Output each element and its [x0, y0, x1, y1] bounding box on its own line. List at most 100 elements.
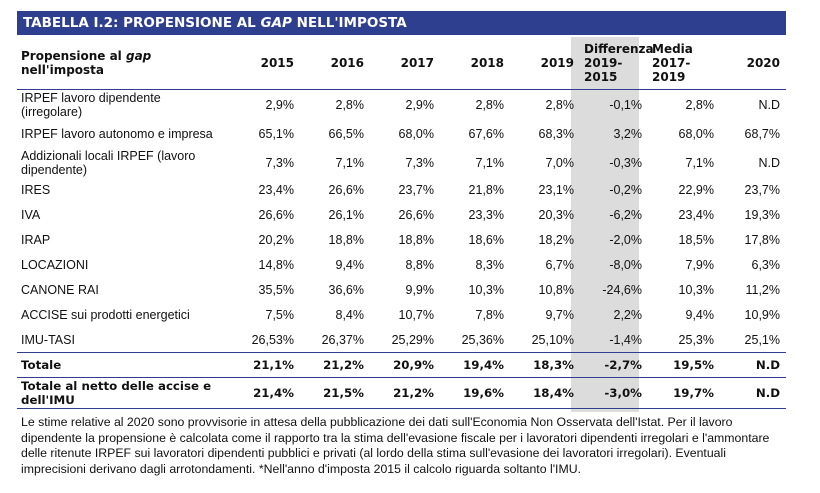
- header-media-line: 2017-: [652, 56, 691, 70]
- cell-value: 21,4%: [230, 377, 300, 409]
- cell-value: 26,1%: [328, 207, 364, 222]
- cell-value: 68,3%: [538, 126, 574, 141]
- header-row: Propensione al gap nell'imposta 2015 201…: [17, 37, 786, 90]
- cell-value: 26,37%: [321, 332, 364, 347]
- table-row: LOCAZIONI 14,8% 9,4% 8,8% 8,3% 6,7% -8,0…: [17, 252, 786, 277]
- cell-value: 2,8%: [335, 97, 365, 112]
- cell-value: 14,8%: [258, 257, 294, 272]
- cell-diff: -6,2%: [609, 207, 642, 222]
- cell-value: 19,4%: [440, 352, 510, 378]
- cell-media: 19,5%: [648, 352, 720, 378]
- row-label: Totale al netto delle accise e dell'IMU: [17, 377, 230, 409]
- cell-value: 2,9%: [405, 97, 435, 112]
- header-year: 2018: [440, 37, 510, 90]
- cell-value: 18,3%: [510, 352, 580, 378]
- cell-value: 2,9%: [265, 97, 295, 112]
- table-row: Addizionali locali IRPEF (lavoro dipende…: [17, 148, 786, 177]
- cell-value: 65,1%: [258, 126, 294, 141]
- row-label: IRAP: [21, 232, 51, 247]
- cell-media: 7,9%: [685, 257, 715, 272]
- cell-2020: 17,8%: [744, 232, 780, 247]
- cell-value: 9,9%: [405, 282, 435, 297]
- cell-value: 7,1%: [475, 155, 505, 170]
- table-row: IRES 23,4% 26,6% 23,7% 21,8% 23,1% -0,2%…: [17, 177, 786, 202]
- cell-value: 2,8%: [545, 97, 575, 112]
- cell-2020: 11,2%: [745, 282, 780, 297]
- cell-diff: -8,0%: [609, 257, 642, 272]
- cell-value: 35,5%: [258, 282, 294, 297]
- cell-value: 25,29%: [391, 332, 434, 347]
- cell-value: 8,4%: [335, 307, 365, 322]
- title-italic: GAP: [260, 15, 292, 31]
- cell-value: 25,36%: [461, 332, 504, 347]
- row-label: IVA: [21, 207, 41, 222]
- cell-value: 20,9%: [370, 352, 440, 378]
- cell-value: 23,4%: [258, 182, 294, 197]
- cell-value: 25,10%: [531, 332, 574, 347]
- cell-value: 26,53%: [251, 332, 294, 347]
- cell-media: 2,8%: [685, 97, 715, 112]
- cell-2020: N.D: [758, 155, 780, 170]
- diff-column-shade: [571, 37, 639, 412]
- cell-media: 22,9%: [678, 182, 714, 197]
- header-first: Propensione al gap nell'imposta: [17, 37, 230, 90]
- cell-value: 26,6%: [398, 207, 434, 222]
- table-row: IMU-TASI 26,53% 26,37% 25,29% 25,36% 25,…: [17, 327, 786, 353]
- cell-value: 18,8%: [328, 232, 364, 247]
- row-label: Totale: [17, 352, 230, 378]
- row-label: IRPEF lavoro dipendente (irregolare): [21, 90, 161, 119]
- cell-diff: -2,0%: [609, 232, 642, 247]
- cell-diff: -24,6%: [602, 282, 642, 297]
- row-label: LOCAZIONI: [21, 257, 89, 272]
- title-suffix: NELL'IMPOSTA: [291, 15, 407, 31]
- cell-value: 7,5%: [265, 307, 295, 322]
- table-footnote: Le stime relative al 2020 sono provvisor…: [21, 415, 770, 476]
- cell-value: 26,6%: [258, 207, 294, 222]
- header-first-pre: Propensione al: [21, 49, 126, 63]
- header-year: 2016: [300, 37, 370, 90]
- cell-diff: 3,2%: [613, 126, 643, 141]
- cell-2020: 6,3%: [751, 257, 781, 272]
- table-row: IRPEF lavoro autonomo e impresa 65,1% 66…: [17, 119, 786, 148]
- cell-value: 9,4%: [335, 257, 365, 272]
- header-year: 2015: [230, 37, 300, 90]
- cell-value: 21,8%: [468, 182, 504, 197]
- cell-value: 23,1%: [538, 182, 574, 197]
- cell-media: 10,3%: [678, 282, 714, 297]
- header-first-italic: gap: [125, 49, 152, 63]
- cell-value: 6,7%: [545, 257, 575, 272]
- row-label: IRPEF lavoro autonomo e impresa: [21, 126, 213, 141]
- cell-value: 68,0%: [398, 126, 434, 141]
- cell-diff: -2,7%: [580, 352, 648, 378]
- cell-value: 21,2%: [370, 377, 440, 409]
- table-row: IRPEF lavoro dipendente (irregolare) 2,9…: [17, 90, 786, 120]
- header-year: 2019: [510, 37, 580, 90]
- cell-2020: 25,1%: [744, 332, 780, 347]
- cell-value: 8,8%: [405, 257, 435, 272]
- cell-value: 20,3%: [538, 207, 574, 222]
- row-label: Addizionali locali IRPEF (lavoro dipende…: [21, 148, 196, 177]
- cell-value: 20,2%: [258, 232, 294, 247]
- cell-diff: -0,3%: [609, 155, 642, 170]
- cell-media: 68,0%: [678, 126, 714, 141]
- cell-value: 18,2%: [538, 232, 574, 247]
- cell-value: 23,7%: [398, 182, 434, 197]
- cell-value: 66,5%: [328, 126, 364, 141]
- cell-value: 2,8%: [475, 97, 505, 112]
- cell-value: 10,8%: [538, 282, 574, 297]
- table-row: CANONE RAI 35,5% 36,6% 9,9% 10,3% 10,8% …: [17, 277, 786, 302]
- cell-value: 7,8%: [475, 307, 505, 322]
- total-row: Totale 21,1% 21,2% 20,9% 19,4% 18,3% -2,…: [17, 352, 786, 378]
- header-first-post: nell'imposta: [21, 63, 105, 77]
- cell-value: 7,3%: [265, 155, 295, 170]
- header-media: Media 2017- 2019: [648, 37, 720, 90]
- cell-diff: -3,0%: [580, 377, 648, 409]
- cell-2020: 23,7%: [744, 182, 780, 197]
- cell-value: 18,4%: [510, 377, 580, 409]
- gap-table: Propensione al gap nell'imposta 2015 201…: [17, 37, 786, 409]
- cell-media: 18,5%: [678, 232, 714, 247]
- cell-value: 7,0%: [545, 155, 575, 170]
- row-label: ACCISE sui prodotti energetici: [21, 307, 190, 322]
- cell-value: 21,2%: [300, 352, 370, 378]
- cell-value: 21,5%: [300, 377, 370, 409]
